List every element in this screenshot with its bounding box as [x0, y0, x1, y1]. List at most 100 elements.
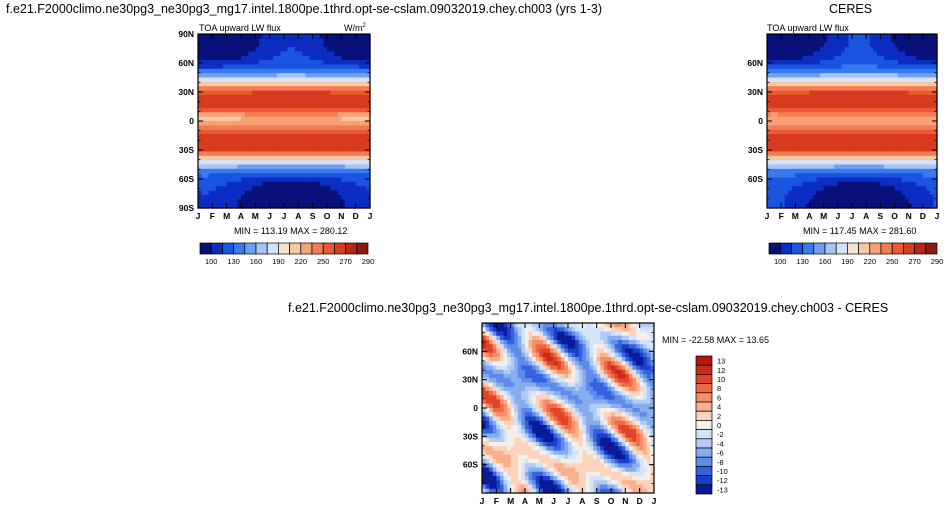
diff-cell: [578, 335, 583, 341]
model-cell: [233, 60, 239, 66]
model-cell: [287, 125, 292, 131]
model-cell: [305, 129, 310, 135]
obs-cell: [830, 68, 835, 74]
obs-cell: [859, 107, 864, 113]
obs-cell: [767, 142, 772, 148]
obs-cell: [915, 147, 920, 153]
model-cell: [341, 181, 346, 187]
obs-cell: [781, 168, 786, 174]
obs-cell: [834, 99, 839, 105]
model-cell: [362, 155, 368, 161]
diff-cell: [614, 344, 619, 350]
model-cell: [359, 99, 364, 105]
obs-cell: [802, 77, 807, 83]
obs-cell: [774, 64, 779, 70]
model-cell: [280, 173, 285, 179]
diff-cell: [553, 327, 558, 333]
model-cell: [280, 168, 285, 174]
model-cell: [366, 68, 371, 74]
obs-cell: [919, 173, 924, 179]
model-cell: [359, 103, 364, 109]
obs-cell: [823, 151, 828, 157]
model-cell: [298, 64, 303, 70]
diff-cell: [632, 382, 637, 388]
obs-cell: [890, 94, 896, 100]
obs-colorbar-swatch: [858, 242, 871, 255]
diff-cell: [535, 323, 540, 328]
model-cell: [352, 129, 357, 135]
model-cell: [269, 181, 274, 187]
obs-cell: [919, 55, 924, 61]
model-cell: [201, 77, 206, 83]
model-cell: [262, 190, 267, 196]
model-cell: [230, 138, 235, 144]
model-cell: [226, 168, 231, 174]
diff-cell: [596, 391, 601, 396]
obs-cell: [834, 129, 839, 135]
obs-cell: [837, 194, 842, 200]
model-cell: [219, 60, 224, 66]
model-cell: [262, 168, 267, 174]
obs-cell: [887, 142, 892, 148]
obs-cell: [791, 34, 796, 39]
obs-cell: [887, 38, 892, 44]
diff-cell: [489, 344, 494, 350]
model-cell: [362, 64, 368, 70]
model-cell: [327, 112, 332, 118]
diff-cell: [596, 374, 601, 379]
obs-cell: [862, 51, 867, 57]
model-cell: [212, 116, 217, 122]
model-cell: [291, 129, 296, 135]
obs-cell: [915, 151, 920, 157]
diff-cell: [646, 399, 652, 405]
obs-cell: [880, 90, 885, 96]
obs-cell: [798, 129, 804, 135]
obs-cell: [862, 64, 867, 70]
diff-cell: [636, 357, 641, 362]
obs-cell: [781, 55, 786, 61]
obs-title: CERES: [829, 2, 873, 16]
model-cell: [284, 138, 289, 144]
model-cell: [266, 155, 271, 161]
obs-cell: [823, 147, 828, 153]
obs-cell: [834, 181, 839, 187]
diff-cell: [492, 391, 497, 396]
obs-cell: [834, 90, 839, 96]
model-cell: [327, 147, 332, 153]
obs-cell: [820, 116, 825, 122]
model-cell: [284, 90, 289, 96]
model-cell: [327, 142, 332, 148]
obs-cell: [898, 77, 903, 83]
model-cell: [352, 160, 357, 166]
diff-cell: [593, 323, 598, 328]
model-cell: [201, 203, 206, 209]
obs-cell: [791, 168, 796, 174]
obs-cell: [873, 47, 878, 52]
obs-cell: [901, 168, 906, 174]
obs-cell: [837, 73, 842, 79]
obs-cell: [922, 177, 927, 183]
diff-cell: [621, 331, 626, 337]
obs-cell: [915, 173, 920, 179]
obs-cell: [873, 134, 878, 139]
model-cell: [219, 160, 224, 166]
diff-cell: [585, 386, 591, 392]
obs-cell: [798, 86, 804, 92]
diff-cell: [571, 365, 576, 371]
diff-cell: [528, 378, 533, 384]
model-cell: [337, 77, 342, 83]
model-cell: [319, 77, 325, 83]
obs-cell: [823, 116, 828, 122]
obs-cell: [890, 47, 896, 52]
obs-cell: [898, 160, 903, 166]
model-cell: [269, 177, 274, 183]
model-cell: [298, 168, 303, 174]
diff-cell: [628, 399, 634, 405]
model-cell: [273, 125, 278, 131]
obs-cell: [820, 60, 825, 66]
diff-cell: [550, 335, 555, 341]
model-cell: [327, 155, 332, 161]
obs-cell: [837, 107, 842, 113]
model-cell: [269, 125, 274, 131]
diff-cell: [510, 323, 515, 328]
